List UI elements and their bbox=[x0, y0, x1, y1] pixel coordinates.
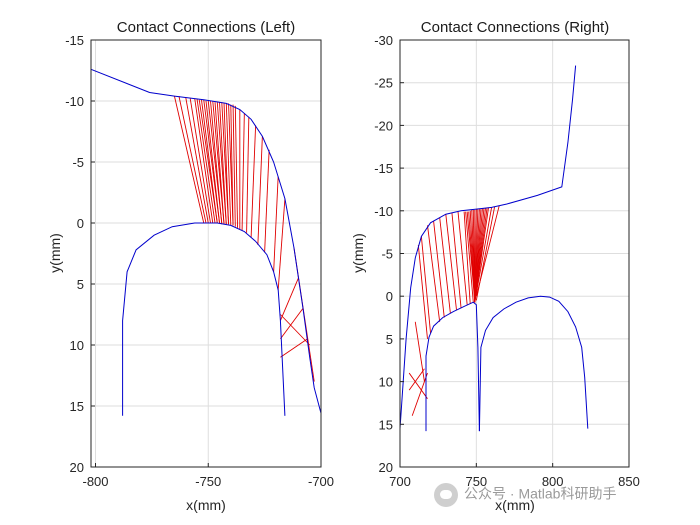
right-x-tick-label: 700 bbox=[389, 474, 411, 489]
right-y-tick-label: -5 bbox=[381, 247, 393, 262]
left-contact-line bbox=[279, 277, 299, 321]
left-contact-line bbox=[201, 99, 218, 224]
left-contact-line bbox=[280, 314, 311, 346]
right-contact-line bbox=[420, 236, 431, 333]
left-y-tick-label: -5 bbox=[72, 155, 84, 170]
left-x-tick-label: -800 bbox=[82, 474, 108, 489]
left-data-lines bbox=[90, 68, 322, 416]
left-y-tick-label: 15 bbox=[70, 399, 84, 414]
watermark: 公众号 · Matlab科研助手 bbox=[434, 483, 616, 507]
left-x-axis-label: x(mm) bbox=[186, 497, 226, 513]
left-contact-line bbox=[273, 176, 279, 272]
right-contact-line bbox=[474, 207, 489, 303]
left-contact-line bbox=[246, 116, 250, 233]
left-axes-frame bbox=[90, 39, 322, 468]
right-contact-line bbox=[445, 214, 457, 310]
left-y-tick-label: 0 bbox=[77, 216, 84, 231]
right-y-tick-label: -30 bbox=[374, 33, 393, 48]
right-y-tick-label: 5 bbox=[386, 332, 393, 347]
left-contact-line bbox=[264, 149, 270, 253]
left-contact-line bbox=[225, 103, 232, 226]
left-contact-line bbox=[250, 125, 257, 238]
left-y-tick-label: 10 bbox=[70, 338, 84, 353]
left-plot-area bbox=[91, 40, 321, 467]
right-contact-line bbox=[474, 207, 493, 303]
right-ticks: 700 750 800 850 -30 -25 -20 -15 -10 -5 0 5 10 15 20 bbox=[374, 33, 640, 489]
left-x-tick-label: -750 bbox=[195, 474, 221, 489]
right-y-tick-label: -25 bbox=[374, 76, 393, 91]
left-y-tick-label: -10 bbox=[65, 94, 84, 109]
left-bottom-surface-line bbox=[122, 222, 286, 416]
right-contact-line bbox=[408, 368, 425, 391]
left-contact-line bbox=[241, 113, 245, 231]
left-x-tick-label: -700 bbox=[308, 474, 334, 489]
right-contact-line bbox=[417, 244, 428, 339]
right-contact-line bbox=[433, 220, 445, 318]
right-y-tick-label: -10 bbox=[374, 204, 393, 219]
left-y-tick-label: -15 bbox=[65, 33, 84, 48]
right-y-tick-label: -15 bbox=[374, 161, 393, 176]
right-x-tick-label: 800 bbox=[542, 474, 564, 489]
right-chart-title: Contact Connections (Right) bbox=[421, 19, 609, 36]
right-y-tick-label: -20 bbox=[374, 118, 393, 133]
left-contact-line bbox=[280, 338, 308, 358]
left-contact-line bbox=[205, 100, 220, 224]
right-x-axis-label: x(mm) bbox=[495, 497, 535, 513]
left-contact-line bbox=[196, 98, 216, 224]
left-chart-title: Contact Connections (Left) bbox=[117, 19, 295, 36]
right-inner-surface-1-line bbox=[425, 301, 480, 432]
left-contact-line bbox=[219, 102, 227, 225]
left-contact-line bbox=[234, 105, 239, 228]
right-inner-surface-2-line bbox=[478, 295, 589, 432]
right-contact-line bbox=[411, 372, 428, 416]
right-y-tick-label: 0 bbox=[386, 289, 393, 304]
right-contact-line bbox=[451, 212, 462, 309]
right-y-tick-label: 15 bbox=[379, 417, 393, 432]
left-contact-line bbox=[189, 98, 211, 224]
left-contact-line bbox=[230, 104, 234, 226]
right-contact-line bbox=[463, 211, 471, 304]
watermark-text: 公众号 · Matlab科研助手 bbox=[464, 485, 617, 502]
right-contact-line bbox=[408, 372, 428, 399]
left-contact-line bbox=[178, 96, 207, 224]
right-contact-line bbox=[475, 205, 500, 297]
left-contact-line bbox=[277, 198, 286, 291]
right-contact-line bbox=[465, 211, 474, 303]
right-contact-line bbox=[439, 217, 451, 314]
wechat-icon bbox=[434, 483, 458, 507]
left-contact-line bbox=[210, 100, 223, 225]
right-top-surface-line bbox=[399, 65, 577, 429]
right-y-axis-label: y(mm) bbox=[350, 233, 366, 273]
left-y-tick-label: 20 bbox=[70, 460, 84, 475]
left-contact-line bbox=[194, 98, 214, 224]
left-contact-line bbox=[185, 97, 209, 224]
left-contact-line bbox=[232, 104, 236, 227]
right-y-tick-label: 20 bbox=[379, 460, 393, 475]
right-x-tick-label: 850 bbox=[618, 474, 640, 489]
left-contact-line bbox=[257, 136, 263, 245]
left-top-surface-line bbox=[90, 68, 322, 414]
right-panel: 700 750 800 850 -30 -25 -20 -15 -10 -5 0 5 10 15 20 Co… bbox=[350, 19, 640, 513]
right-y-tick-label: 10 bbox=[379, 375, 393, 390]
right-x-tick-label: 750 bbox=[465, 474, 487, 489]
left-y-tick-label: 5 bbox=[77, 277, 84, 292]
right-data-lines bbox=[399, 65, 589, 432]
left-contact-line bbox=[173, 96, 205, 224]
right-contact-line bbox=[427, 225, 441, 322]
right-contact-line bbox=[457, 211, 468, 305]
left-y-axis-label: y(mm) bbox=[47, 233, 63, 273]
left-contact-line bbox=[214, 102, 225, 225]
left-contact-line bbox=[280, 308, 304, 340]
left-panel: -800 -750 -700 -15 -10 -5 0 5 10 15 20 Contact Con… bbox=[47, 19, 334, 513]
left-contact-line bbox=[223, 103, 229, 225]
left-ticks: -800 -750 -700 -15 -10 -5 0 5 10 15 20 bbox=[65, 33, 334, 489]
